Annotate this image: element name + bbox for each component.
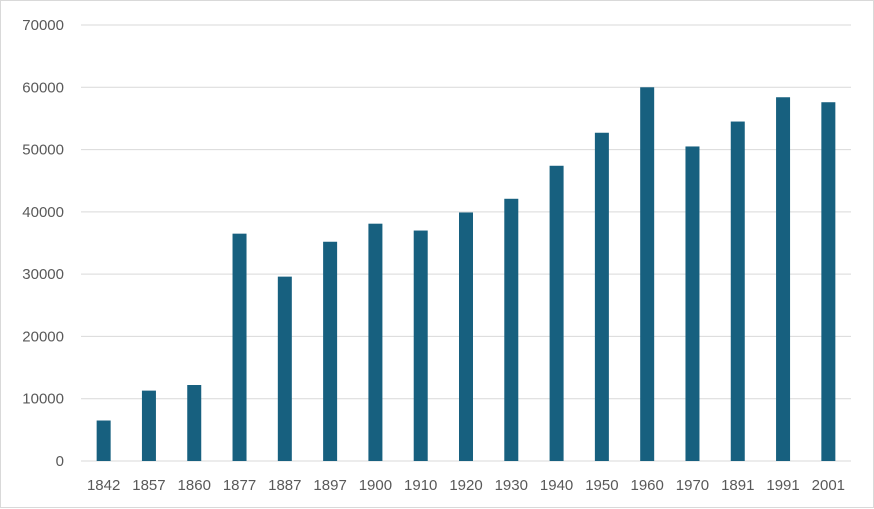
bar-1900 [368, 223, 383, 461]
y-tick-label: 60000 [22, 79, 64, 96]
x-tick-label: 1940 [540, 477, 573, 494]
y-tick-label: 20000 [22, 328, 64, 345]
bar-1842 [96, 420, 111, 461]
x-tick-label: 1857 [132, 477, 165, 494]
bars [96, 87, 836, 461]
x-tick-label: 2001 [812, 477, 845, 494]
bar-1960 [640, 87, 655, 461]
x-axis-tick-labels: 1842 1857 1860 1877 1887 1897 1900 1910 1920 1930… [87, 477, 845, 494]
y-tick-label: 50000 [22, 142, 64, 159]
x-tick-label: 1860 [178, 477, 211, 494]
bar-2001 [821, 102, 836, 461]
bar-1950 [594, 132, 609, 461]
bar-1970 [685, 146, 700, 461]
x-tick-label: 1970 [676, 477, 709, 494]
bar-1891 [730, 121, 745, 461]
y-tick-label: 10000 [22, 391, 64, 408]
y-tick-label: 40000 [22, 204, 64, 221]
x-tick-label: 1900 [359, 477, 392, 494]
x-tick-label: 1920 [449, 477, 482, 494]
y-tick-label: 0 [56, 453, 64, 470]
x-tick-label: 1930 [495, 477, 528, 494]
y-tick-label: 70000 [22, 17, 64, 34]
bar-1930 [504, 198, 519, 461]
x-tick-label: 1891 [721, 477, 754, 494]
bar-1940 [549, 165, 564, 461]
y-tick-label: 30000 [22, 266, 64, 283]
bar-1920 [459, 212, 473, 461]
x-tick-label: 1910 [404, 477, 437, 494]
x-tick-label: 1960 [630, 477, 663, 494]
x-tick-label: 1950 [585, 477, 618, 494]
bar-1877 [232, 233, 247, 461]
x-tick-label: 1842 [87, 477, 120, 494]
bar-1991 [776, 97, 791, 461]
bar-1897 [323, 241, 338, 461]
y-axis-tick-labels: 0 10000 20000 30000 40000 50000 60000 70000 [22, 17, 64, 470]
x-tick-label: 1887 [268, 477, 301, 494]
x-tick-label: 1897 [313, 477, 346, 494]
x-tick-label: 1991 [766, 477, 799, 494]
bar-1857 [141, 390, 156, 461]
bar-1860 [187, 385, 202, 461]
x-tick-label: 1877 [223, 477, 256, 494]
bar-1887 [277, 276, 292, 461]
bar-1910 [413, 230, 428, 461]
